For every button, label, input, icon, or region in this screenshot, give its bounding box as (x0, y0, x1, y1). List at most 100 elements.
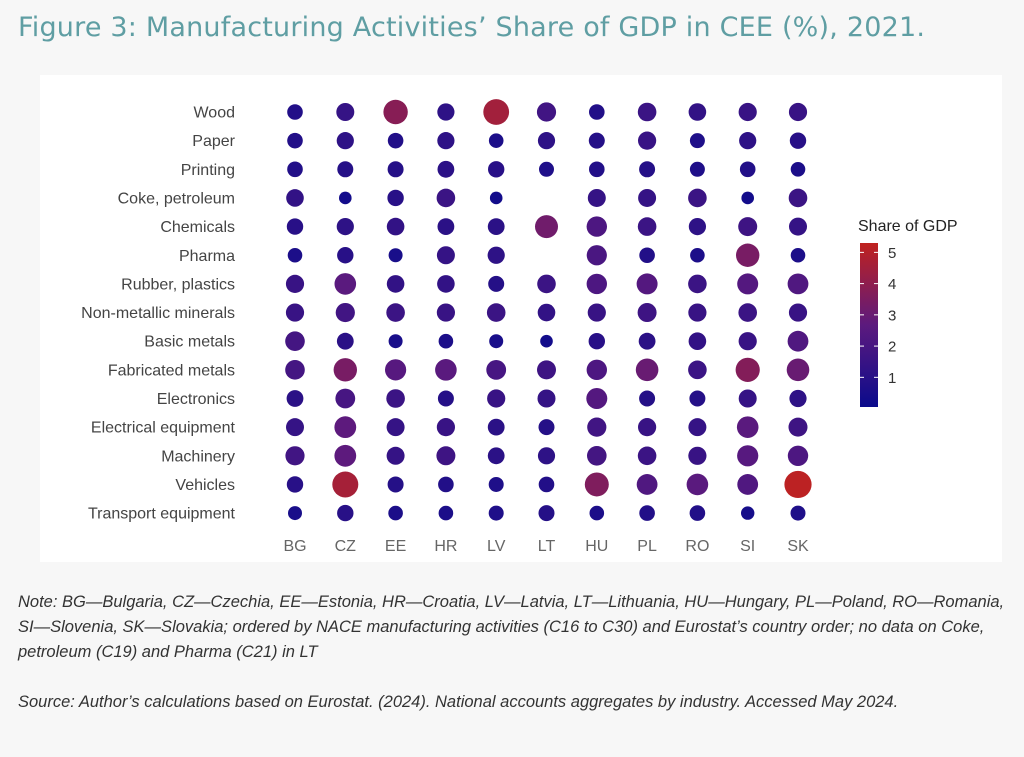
bubble (689, 505, 706, 521)
bubble (387, 132, 404, 149)
bubble (287, 161, 303, 178)
x-tick-label: LT (538, 538, 556, 555)
bubble (285, 331, 305, 352)
bubble (737, 474, 759, 495)
bubble (738, 389, 757, 408)
bubble (788, 102, 808, 122)
bubble (386, 275, 405, 293)
bubble (334, 444, 357, 467)
bubble (483, 99, 510, 125)
bubble (788, 188, 808, 208)
bubble (487, 418, 505, 436)
bubble (737, 445, 759, 467)
bubble (386, 418, 405, 437)
legend-tick-label: 5 (888, 245, 896, 262)
y-tick-label: Pharma (179, 248, 235, 265)
legend-title: Share of GDP (858, 218, 958, 235)
y-tick-label: Fabricated metals (108, 362, 235, 379)
y-tick-label: Vehicles (175, 477, 235, 494)
x-tick-label: SK (787, 538, 809, 555)
bubble (386, 303, 405, 322)
bubble (584, 472, 609, 497)
bubble (335, 388, 356, 409)
bubble (638, 418, 657, 437)
bubble (334, 416, 357, 439)
bubble (536, 102, 557, 122)
bubble (488, 505, 504, 521)
bubble (738, 303, 757, 322)
bubble (637, 217, 657, 236)
bubble (488, 161, 505, 178)
bubble (538, 419, 555, 436)
bubble (589, 161, 605, 178)
bubble (586, 216, 607, 237)
bubble (487, 447, 505, 465)
bubble (637, 303, 657, 323)
bubble (688, 360, 707, 380)
legend-tick-label: 2 (888, 339, 896, 356)
bubble (689, 133, 705, 149)
figure-title: Figure 3: Manufacturing Activities’ Shar… (18, 12, 926, 43)
bubble (589, 505, 605, 521)
bubble (387, 189, 404, 207)
y-tick-label: Electronics (157, 391, 235, 408)
bubble (286, 418, 304, 437)
bubble (436, 303, 455, 322)
bubble (638, 332, 656, 350)
bubble (336, 332, 354, 350)
bubble (437, 390, 454, 407)
bubble (540, 334, 553, 348)
bubble (635, 358, 659, 382)
bubble (690, 247, 705, 263)
bubble (486, 303, 506, 322)
bubble (386, 446, 405, 465)
bubble (638, 131, 657, 150)
bubble (636, 474, 658, 495)
bubble (790, 162, 806, 177)
bubble (688, 303, 707, 322)
bubble (286, 476, 304, 493)
x-tick-label: CZ (335, 538, 357, 555)
x-tick-label: BG (283, 538, 306, 555)
bubble (488, 476, 504, 492)
bubble (588, 132, 605, 149)
bubble (386, 217, 405, 236)
bubble (535, 215, 558, 239)
bubble (638, 188, 657, 207)
bubble (790, 505, 806, 521)
bubble (287, 247, 303, 263)
bubble (336, 132, 354, 150)
bubble (438, 476, 454, 493)
bubble (489, 191, 503, 205)
x-tick-label: HR (434, 538, 457, 555)
bubble (287, 104, 303, 120)
y-tick-label: Machinery (161, 448, 235, 465)
bubble (339, 191, 352, 205)
bubble (787, 330, 809, 352)
bubble (736, 243, 760, 267)
bubble (639, 505, 655, 521)
bubble (288, 506, 302, 521)
x-tick-label: LV (487, 538, 506, 555)
bubble (688, 188, 707, 208)
bubble (487, 218, 505, 236)
bubble (738, 332, 757, 351)
bubble (388, 248, 403, 263)
chart-source: Source: Author’s calculations based on E… (18, 693, 899, 711)
bubble (438, 505, 454, 521)
bubble (385, 359, 407, 381)
y-tick-label: Coke, petroleum (118, 190, 235, 207)
x-tick-label: HU (585, 538, 608, 555)
x-tick-label: PL (637, 538, 657, 555)
bubble (784, 470, 812, 499)
legend-tick-label: 1 (888, 370, 896, 387)
bubble (537, 303, 556, 322)
bubble (386, 389, 405, 408)
bubble (286, 390, 304, 407)
bubble (689, 161, 705, 177)
bubble (286, 218, 304, 235)
bubble (738, 102, 757, 122)
bubble (489, 334, 504, 349)
bubble (688, 446, 707, 465)
bubble (336, 218, 354, 236)
